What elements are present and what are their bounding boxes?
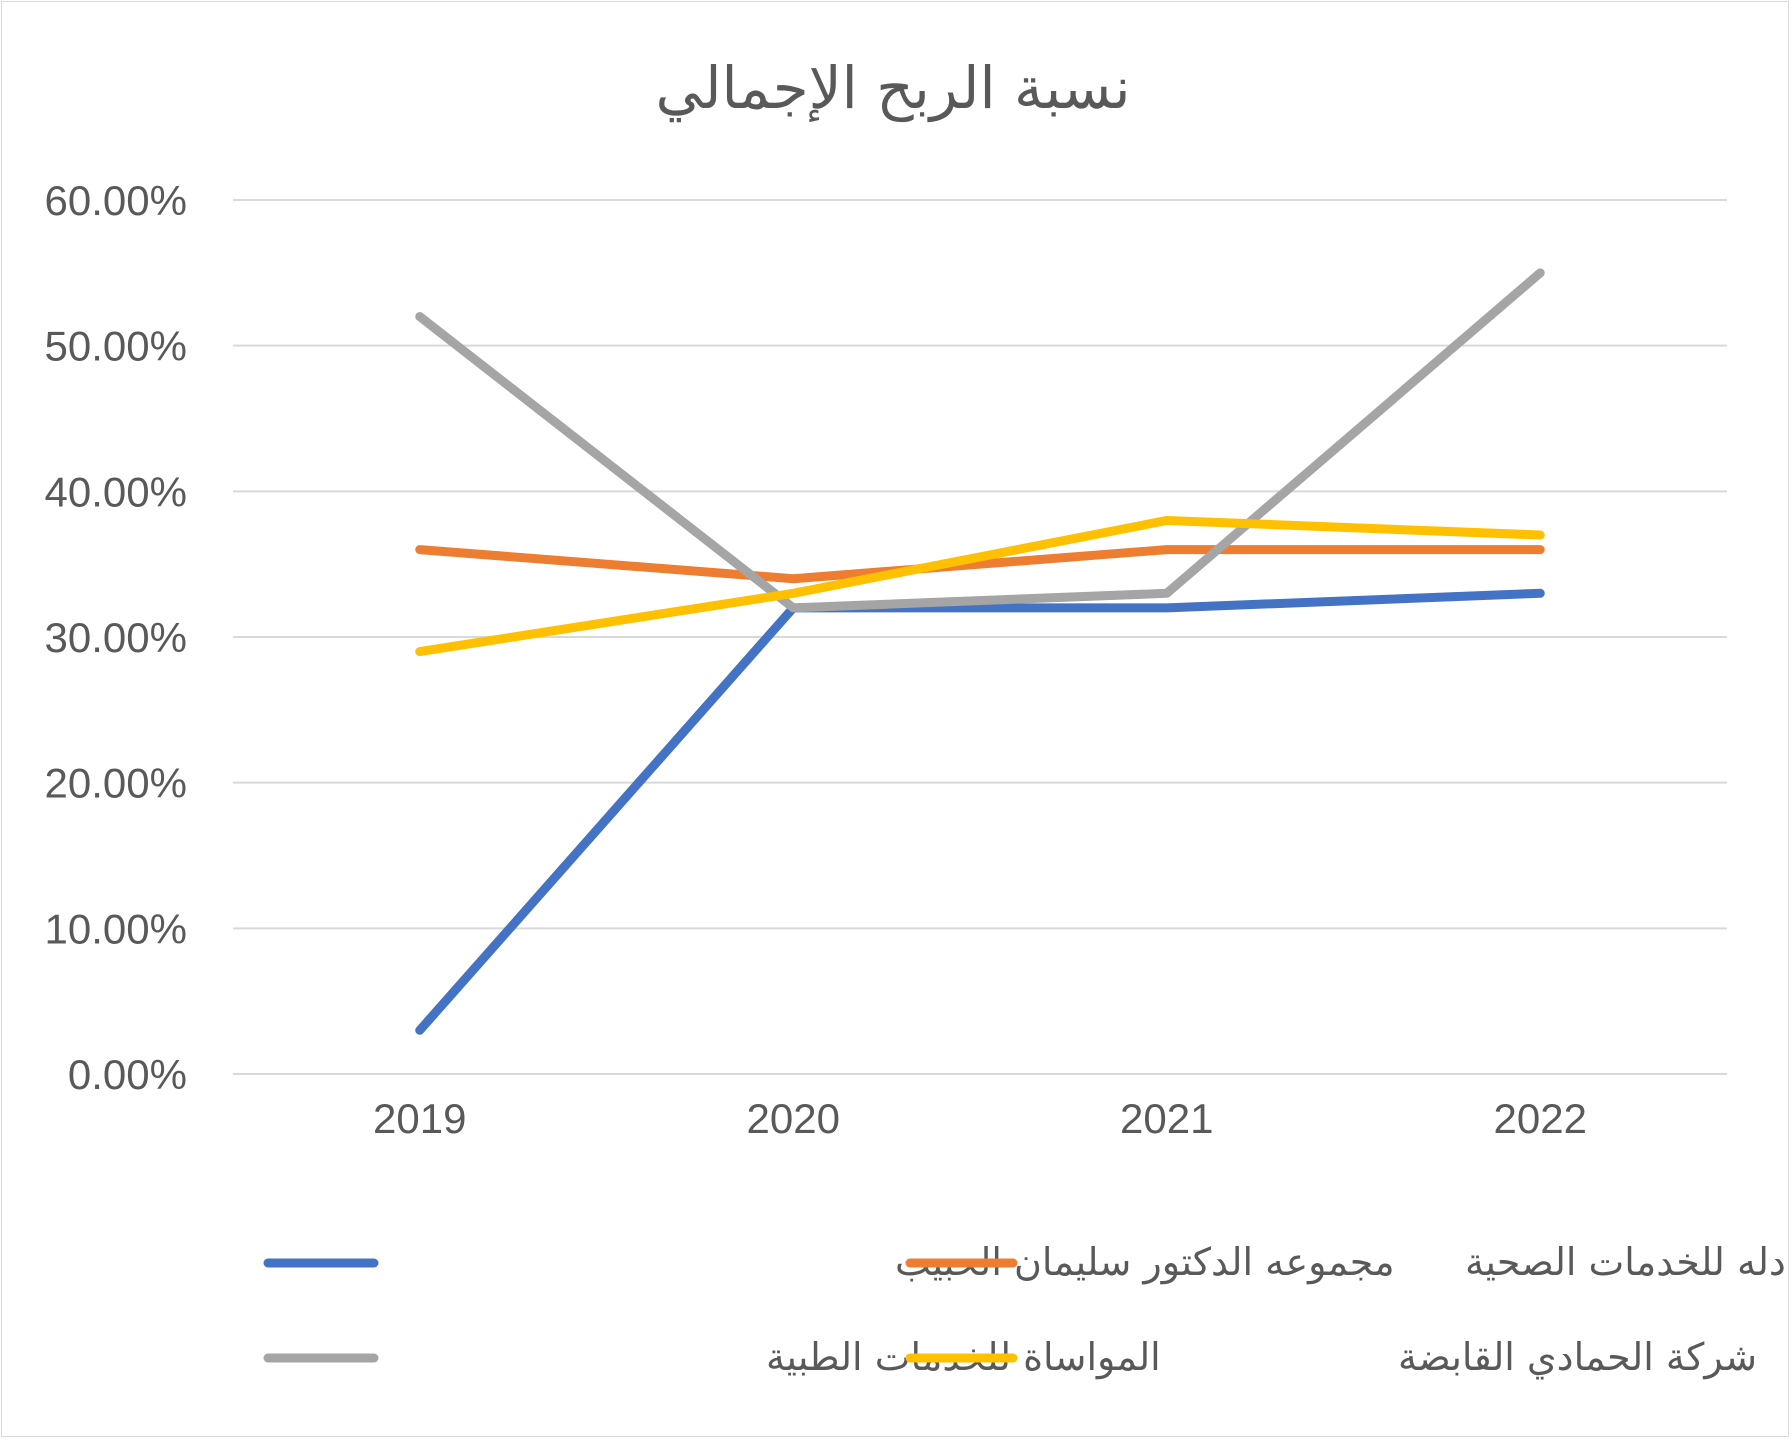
- x-tick-label: 2019: [373, 1095, 466, 1142]
- legend-label: شركة دله للخدمات الصحية: [1465, 1240, 1792, 1285]
- x-tick-label: 2021: [1120, 1095, 1213, 1142]
- x-tick-label: 2022: [1494, 1095, 1587, 1142]
- legend-label: شركة الحمادي القابضة: [1398, 1335, 1757, 1380]
- series-line-4: [415, 515, 1545, 657]
- y-tick-label: 40.00%: [45, 468, 187, 515]
- series-line-1: [415, 588, 1545, 1035]
- x-tick-label: 2020: [747, 1095, 840, 1142]
- series-line-2: [415, 545, 1545, 584]
- y-axis-ticks: 0.00% 10.00% 20.00% 30.00% 40.00% 50.00% 60.00…: [45, 177, 187, 1098]
- legend: مجموعه الدكتور سليمان الحبيبشركة دله للخ…: [263, 1240, 1792, 1380]
- gridlines: [233, 199, 1727, 1075]
- series-lines: [415, 268, 1545, 1035]
- y-tick-label: 60.00%: [45, 177, 187, 224]
- y-tick-label: 30.00%: [45, 614, 187, 661]
- y-tick-label: 50.00%: [45, 323, 187, 370]
- series-line-3: [415, 268, 1545, 613]
- x-axis-ticks: 2019 2020 2021 2022: [373, 1095, 1587, 1142]
- y-tick-label: 20.00%: [45, 760, 187, 807]
- y-tick-label: 0.00%: [68, 1051, 187, 1098]
- chart-title: نسبة الربح الإجمالي: [656, 54, 1131, 123]
- y-tick-label: 10.00%: [45, 905, 187, 952]
